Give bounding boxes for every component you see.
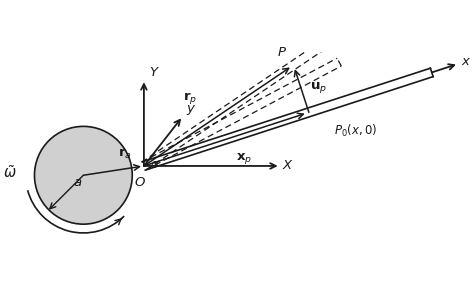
Text: $a$: $a$	[73, 176, 82, 189]
Text: $\mathbf{r}_a$: $\mathbf{r}_a$	[118, 147, 132, 161]
Text: $O$: $O$	[135, 176, 146, 189]
Text: $P_0(x,0)$: $P_0(x,0)$	[335, 123, 378, 139]
Text: $\mathbf{x}_p$: $\mathbf{x}_p$	[236, 151, 252, 166]
Text: $x$: $x$	[461, 55, 471, 68]
Text: $y$: $y$	[186, 103, 196, 117]
Circle shape	[35, 126, 132, 224]
Text: $X$: $X$	[283, 160, 294, 173]
Text: $\tilde{\omega}$: $\tilde{\omega}$	[3, 164, 17, 181]
Text: $\mathbf{u}_p$: $\mathbf{u}_p$	[310, 80, 328, 95]
Text: $o$: $o$	[150, 158, 158, 171]
Text: $\mathbf{r}_p$: $\mathbf{r}_p$	[182, 90, 197, 106]
Text: $P$: $P$	[276, 46, 286, 59]
Text: $Y$: $Y$	[148, 66, 160, 79]
